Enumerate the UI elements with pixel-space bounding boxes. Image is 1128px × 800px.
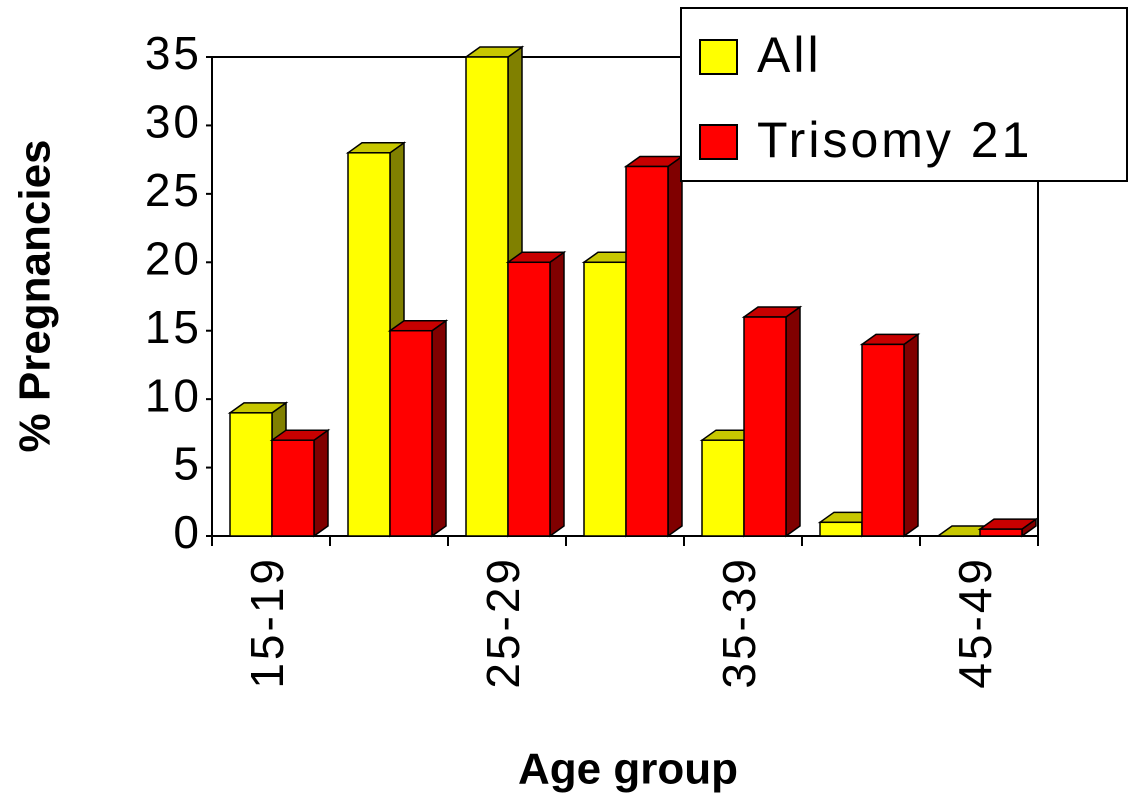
bar-front [583,261,627,537]
legend-label: Trisomy 21 [757,112,1032,168]
y-tick-label: 20 [145,232,202,284]
bar-front [229,412,273,537]
bar-front [819,521,863,537]
bar [859,332,921,538]
legend-swatch [699,124,738,160]
y-tick-label: 15 [145,301,202,353]
bar [623,155,685,538]
bar-front [979,528,1023,537]
bar-side [903,332,919,538]
x-tick-label: 15-19 [241,556,293,689]
legend-label: All [757,27,822,83]
y-tick-label: 25 [145,164,202,216]
x-tick-label: 35-39 [713,556,765,689]
bar [269,428,331,538]
y-tick-label: 10 [145,369,202,421]
x-axis-title: Age group [518,745,738,794]
bar-side [313,428,329,538]
bar-front [507,261,551,537]
x-tick-label: 45-49 [949,556,1001,689]
bar-front [861,343,905,537]
bar [977,517,1039,538]
bar [741,305,803,538]
bar-front [701,439,745,537]
y-tick-label: 5 [173,438,202,490]
bar-side [785,305,801,538]
x-tick-label: 25-29 [477,556,529,689]
y-tick-label: 35 [145,27,202,79]
bar-front [389,329,433,537]
y-axis-title: % Pregnancies [11,139,60,452]
bar-side [431,319,447,538]
legend-swatch [699,39,738,75]
legend-box [680,7,1128,182]
bar-front [743,316,787,537]
bar [505,250,567,538]
bar-side [549,250,565,538]
bar-front [465,56,509,537]
bar-front [347,152,391,537]
bar-front [625,165,669,537]
bar [387,319,449,538]
y-tick-label: 0 [173,506,202,558]
bar-side [667,155,683,538]
legend: All Trisomy 21 [680,7,1128,182]
bar-front [271,439,315,537]
y-tick-label: 30 [145,96,202,148]
